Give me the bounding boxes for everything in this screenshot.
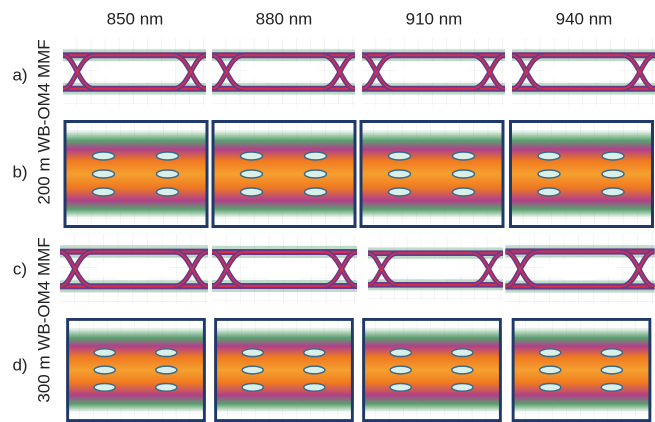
eye-diagram: [359, 120, 505, 228]
column-header: 880 nm: [256, 9, 313, 28]
eye-diagram: [212, 318, 356, 422]
eye-diagram: [212, 235, 357, 303]
row-label: b): [12, 162, 27, 181]
eye-diagram: [360, 318, 504, 422]
row-label: a): [12, 65, 27, 84]
eye-diagram: [505, 234, 654, 304]
eye-diagram: [512, 38, 655, 105]
eye-diagram: [63, 120, 209, 228]
row-label: d): [12, 355, 27, 374]
fiber-label: 200 m WB-OM4 MMF: [34, 39, 53, 204]
eye-diagram: [368, 237, 503, 300]
eye-diagram: [212, 38, 355, 105]
row-label: c): [13, 259, 27, 278]
eye-diagram: [362, 38, 505, 105]
eye-diagram: [211, 120, 357, 228]
eye-diagram: [510, 318, 653, 422]
eye-diagram: [508, 120, 655, 228]
fiber-label: 300 m WB-OM4 MMF: [34, 237, 53, 402]
eye-diagram: [64, 318, 208, 422]
column-header: 850 nm: [107, 9, 164, 28]
eye-panels: [60, 38, 655, 422]
eye-diagram: [60, 234, 208, 303]
eye-diagram: [63, 38, 206, 105]
column-header: 940 nm: [556, 9, 613, 28]
column-header: 910 nm: [406, 9, 463, 28]
